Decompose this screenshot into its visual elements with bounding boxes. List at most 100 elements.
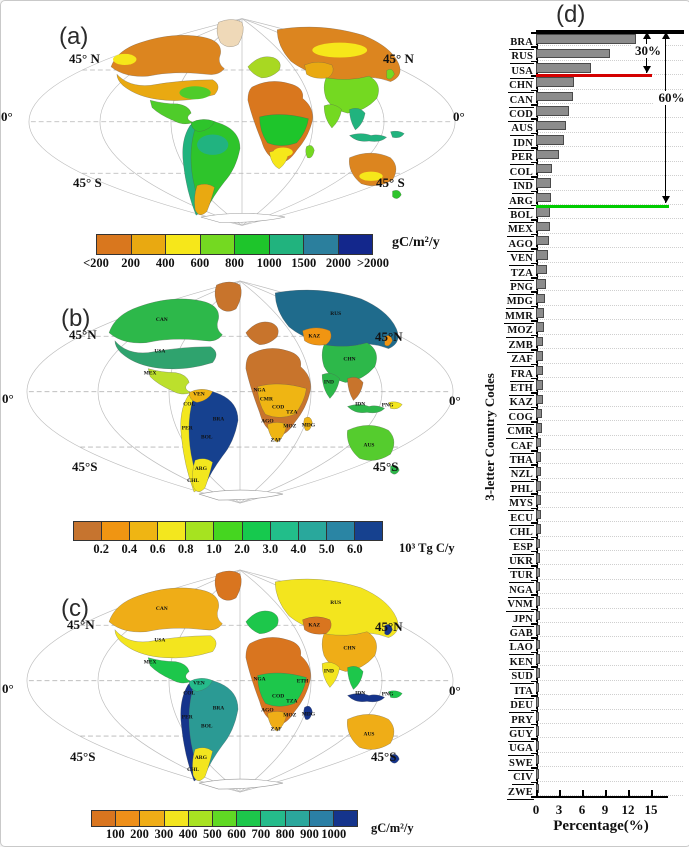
world-map-npp [28, 18, 456, 226]
country-code-BOL: BOL [201, 723, 213, 729]
bar-UGA [536, 740, 540, 751]
country-code-CHL: CHL [187, 767, 199, 773]
row-gridline [536, 492, 683, 494]
arrowhead-down-60-icon [661, 196, 670, 203]
country-label-wrap: CMR [471, 421, 534, 440]
country-code-COL: COL [183, 690, 195, 696]
legend-color-block [166, 235, 201, 254]
cumulative-60pct-line [536, 204, 669, 208]
raster-patch [273, 147, 293, 157]
legend-tick-label: 0.2 [93, 542, 109, 556]
legend-color-block [188, 811, 213, 826]
bar-CAN [536, 91, 574, 102]
arrowhead-down-30-icon [642, 66, 651, 73]
chart-row: FRA [471, 364, 689, 382]
bar-MDG [536, 293, 546, 304]
chart-row: PRY [471, 710, 689, 728]
country-code-PER: PER [182, 425, 194, 431]
legend-color-block [200, 235, 235, 254]
row-gridline [536, 737, 683, 739]
region-nz [390, 754, 400, 764]
x-axis-tick [536, 790, 538, 796]
country-label-wrap: PER [471, 147, 534, 166]
country-code-NGA: NGA [253, 676, 265, 682]
country-label-wrap: PRY [471, 710, 534, 728]
region-argentina [192, 458, 213, 492]
country-code-RUS: RUS [330, 600, 341, 606]
row-gridline [536, 218, 683, 220]
bar-AGO [536, 235, 550, 246]
country-label-wrap: BOL [471, 205, 534, 223]
legend-tick-label: 400 [178, 827, 198, 841]
country-label-wrap: ZWE [471, 782, 534, 800]
country-code-MDG: MDG [302, 422, 316, 428]
chart-row: IDN [471, 133, 689, 151]
country-label-wrap: DEU [471, 695, 534, 714]
country-label-SUD: SUD [510, 671, 534, 685]
x-tick-label: 9 [601, 802, 609, 817]
chart-row: CAF [471, 436, 689, 454]
bar-IDN [536, 135, 565, 145]
country-code-AGO: AGO [261, 418, 274, 424]
row-gridline [536, 405, 683, 407]
country-code-CHN: CHN [343, 357, 355, 363]
country-label-NZL: NZL [509, 469, 534, 483]
chart-row: CHL [471, 522, 689, 541]
legend-color-block [164, 811, 189, 826]
y-axis-tick [531, 594, 536, 596]
y-axis-tick [531, 478, 536, 481]
x-axis-tick [559, 790, 561, 796]
y-axis-tick [531, 305, 536, 308]
region-indonesia [347, 693, 386, 703]
bar-USA [536, 63, 592, 73]
country-label-wrap: ESP [471, 537, 534, 555]
legend-tick-label: 4.0 [290, 542, 307, 556]
y-axis-tick [531, 623, 536, 625]
country-code-VEN: VEN [193, 680, 205, 686]
legend-color-block [130, 522, 159, 540]
row-gridline [536, 189, 683, 191]
legend-tick-label: 100 [105, 827, 125, 841]
region-seasia [347, 377, 364, 401]
country-label-MDG: MDG [505, 296, 534, 310]
country-code-KAZ: KAZ [308, 334, 320, 340]
row-gridline [536, 88, 683, 90]
y-axis-tick [531, 666, 536, 668]
row-gridline [536, 247, 683, 249]
legend-color-block [92, 811, 117, 826]
country-label-COL: COL [508, 166, 534, 180]
row-gridline [536, 319, 683, 321]
y-axis-tick [531, 637, 536, 639]
country-label-MMR: MMR [503, 310, 534, 324]
y-axis-tick [531, 507, 536, 510]
bar-COG [536, 408, 542, 419]
region-japan [386, 69, 395, 80]
country-label-MYS: MYS [508, 498, 534, 512]
bar-BOL [536, 207, 551, 217]
chart-row: TZA [471, 263, 689, 281]
country-label-AGO: AGO [507, 238, 534, 252]
y-axis-tick [531, 147, 536, 149]
lat-label: 0° [449, 683, 461, 698]
region-china [321, 631, 377, 672]
lat-label: 0° [1, 109, 13, 124]
country-label-wrap: ETH [471, 378, 534, 396]
y-axis-tick [531, 680, 536, 683]
country-label-LAO: LAO [508, 642, 534, 656]
chart-row: TUR [471, 565, 689, 584]
chart-row: RUS [471, 46, 689, 65]
bar-MMR [536, 308, 545, 318]
country-label-CHL: CHL [508, 527, 534, 541]
y-axis-tick [531, 767, 536, 769]
region-usa [114, 340, 217, 370]
legend-color-block [140, 811, 165, 826]
y-axis-tick [531, 377, 536, 380]
projection-outline [26, 280, 454, 504]
row-gridline [536, 276, 683, 278]
x-axis-tick [628, 790, 630, 796]
country-label-wrap: IDN [471, 133, 534, 151]
y-axis-tick [531, 334, 536, 337]
y-axis-tick [531, 450, 536, 452]
row-gridline [536, 348, 683, 350]
